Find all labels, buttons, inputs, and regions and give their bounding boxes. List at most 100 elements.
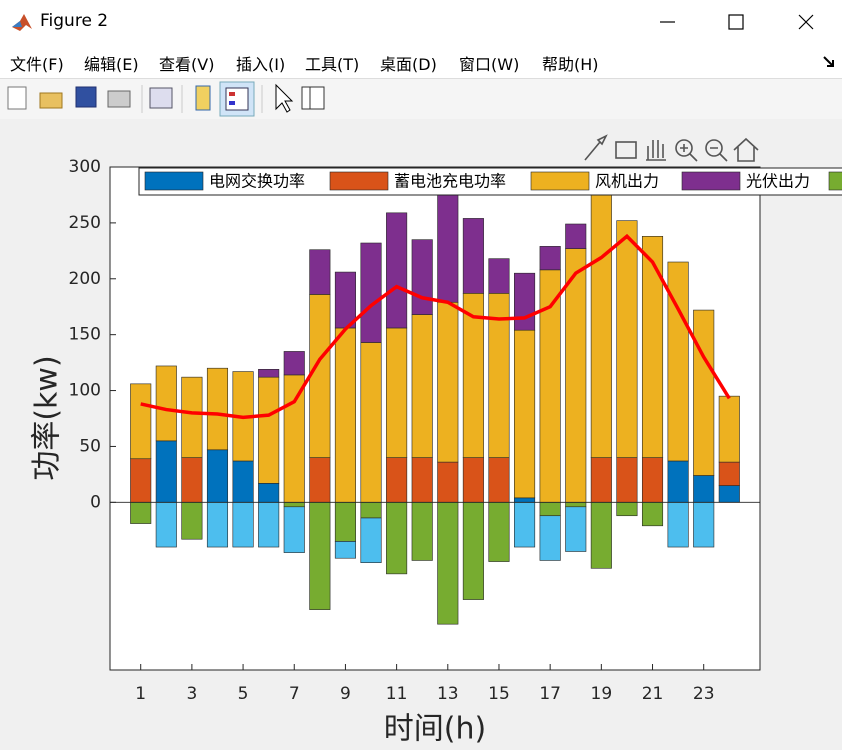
bar-segment <box>283 351 305 376</box>
bar-segment <box>565 223 587 249</box>
datatip-icon[interactable] <box>615 141 637 159</box>
property-icon[interactable] <box>301 86 325 110</box>
bar-segment <box>206 449 229 503</box>
toolbar-icons <box>7 81 325 117</box>
dock-icon[interactable] <box>822 55 836 69</box>
legend-label: 蓄电池充电功率 <box>394 172 506 191</box>
bar-segment <box>514 272 536 331</box>
bar-segment <box>693 309 715 476</box>
home-icon[interactable] <box>733 137 759 162</box>
y-tick-label: 0 <box>90 492 101 512</box>
bar-segment <box>437 502 459 625</box>
bar-segment <box>155 440 177 503</box>
legend-swatch <box>144 171 204 191</box>
pan-icon[interactable] <box>646 140 666 161</box>
print-icon[interactable] <box>107 90 131 108</box>
bar-segment <box>488 258 510 294</box>
bar-segment <box>590 191 612 458</box>
x-tick-label: 5 <box>238 684 249 704</box>
menu-item[interactable]: 查看(V) <box>159 55 215 74</box>
bar-segment <box>386 502 408 575</box>
legend-swatch <box>530 171 590 191</box>
window-title: Figure 2 <box>40 11 109 31</box>
bar-segment <box>411 239 433 315</box>
bar-segment <box>360 502 382 519</box>
axes-toolbar <box>584 134 759 162</box>
bar-segment <box>155 365 177 442</box>
y-tick-label: 100 <box>69 381 101 401</box>
menu-item[interactable]: 窗口(W) <box>459 55 520 74</box>
x-tick-label: 7 <box>289 684 300 704</box>
bar-segment <box>488 457 510 503</box>
bar-segment <box>206 367 229 451</box>
bar-segment <box>283 502 305 508</box>
x-tick-label: 23 <box>693 684 715 704</box>
bar-segment <box>437 191 459 303</box>
bar-segment <box>539 515 561 561</box>
bar-segment <box>667 261 689 462</box>
bar-segment <box>130 458 152 503</box>
legend: 电网交换功率 蓄电池充电功率 风机出力 光伏出力 <box>138 167 842 196</box>
x-tick-label: 21 <box>642 684 664 704</box>
bar-segment <box>360 517 382 563</box>
bar-segment <box>565 502 587 508</box>
menu-item[interactable]: 编辑(E) <box>84 55 139 74</box>
link-icon[interactable] <box>149 87 173 109</box>
bar-segment <box>437 301 459 463</box>
bar-segment <box>309 502 331 610</box>
bar-segment <box>693 475 715 503</box>
legend-swatch <box>681 171 741 191</box>
menu-item[interactable]: 帮助(H) <box>542 55 599 74</box>
bar-segment <box>616 502 638 517</box>
bar-segment <box>590 457 612 503</box>
y-axis-label: 功率(kw) <box>30 355 65 480</box>
bar-segment <box>258 483 280 503</box>
colorbar-icon[interactable] <box>195 85 211 111</box>
bar-segment <box>514 502 536 548</box>
new-icon[interactable] <box>7 86 27 110</box>
menu-item[interactable]: 工具(T) <box>305 55 360 74</box>
bar-segment <box>411 457 433 503</box>
legend-label: 光伏出力 <box>746 172 810 191</box>
zoom-out-icon[interactable] <box>705 139 723 157</box>
bar-segment <box>283 506 305 553</box>
x-tick-label: 19 <box>591 684 613 704</box>
legend-label: 电网交换功率 <box>209 172 305 191</box>
bar-segment <box>309 249 331 295</box>
bar-segment <box>155 502 177 548</box>
bar-segment <box>232 460 254 503</box>
bar-segment <box>667 460 689 503</box>
y-tick-label: 300 <box>69 157 101 177</box>
legend-swatch <box>329 171 389 191</box>
bar-segment <box>641 502 664 527</box>
bar-segment <box>565 248 587 503</box>
zoom-in-icon[interactable] <box>675 139 693 157</box>
y-tick-label: 250 <box>69 213 101 233</box>
bar-segment <box>181 457 203 503</box>
app-icon <box>12 14 32 31</box>
save-icon[interactable] <box>75 86 97 108</box>
bar-segment <box>539 502 561 517</box>
x-tick-label: 15 <box>488 684 510 704</box>
brush-icon[interactable] <box>584 134 608 161</box>
bar-segment <box>181 502 203 540</box>
open-icon[interactable] <box>39 92 63 109</box>
bar-segment <box>565 506 587 552</box>
pointer-icon[interactable] <box>275 83 294 113</box>
bar-segment <box>667 502 689 548</box>
menu-item[interactable]: 文件(F) <box>10 55 64 74</box>
bar-segment <box>206 502 229 548</box>
bar-segment <box>693 502 715 548</box>
x-tick-label: 11 <box>386 684 408 704</box>
bar-segment <box>462 502 484 600</box>
bar-segment <box>514 497 536 503</box>
menu-item[interactable]: 桌面(D) <box>380 55 437 74</box>
menu-item[interactable]: 插入(I) <box>236 55 286 74</box>
bar-segment <box>334 541 356 559</box>
x-tick-label: 17 <box>539 684 561 704</box>
x-tick-label: 9 <box>340 684 351 704</box>
plot-area <box>130 191 740 625</box>
bar-segment <box>309 457 331 503</box>
bar-segment <box>258 502 280 548</box>
